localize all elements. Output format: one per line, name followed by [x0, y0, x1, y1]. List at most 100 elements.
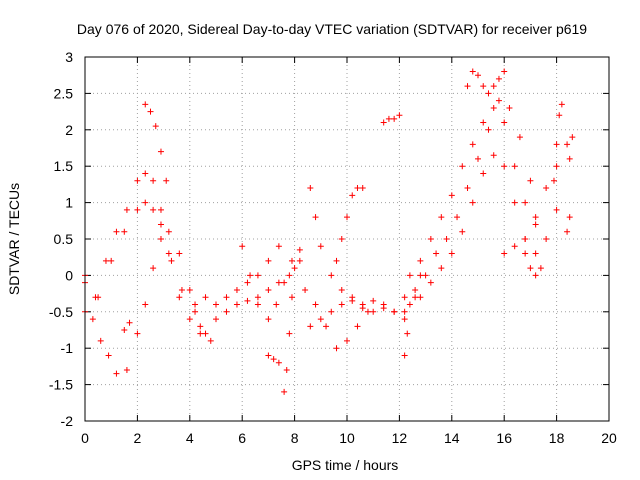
data-point — [123, 206, 130, 213]
data-point — [427, 236, 434, 242]
data-point — [349, 192, 356, 199]
data-point — [213, 316, 219, 323]
data-point — [391, 115, 398, 122]
data-point — [134, 330, 141, 337]
y-tick-label: -1 — [61, 340, 74, 356]
data-point — [537, 265, 544, 272]
data-point — [485, 126, 492, 133]
data-point — [168, 257, 175, 264]
grid — [85, 57, 609, 421]
series-track-v — [522, 250, 544, 279]
data-point — [564, 228, 571, 235]
data-point — [265, 257, 272, 264]
y-tick-label: 0 — [65, 267, 73, 283]
series-track-m — [302, 286, 371, 352]
data-point — [275, 359, 282, 366]
data-point — [495, 97, 502, 104]
data-point — [564, 141, 571, 148]
data-point — [532, 221, 539, 228]
data-point — [527, 265, 534, 272]
chart-title: Day 076 of 2020, Sidereal Day-to-day VTE… — [77, 21, 587, 37]
data-point — [522, 250, 529, 257]
data-point — [543, 236, 550, 242]
data-point — [349, 297, 356, 304]
x-tick-label: 16 — [496, 430, 512, 446]
series-track-d — [142, 101, 170, 184]
data-point — [338, 301, 345, 308]
data-point — [142, 199, 149, 206]
data-point — [511, 163, 518, 170]
series-track-c — [82, 199, 209, 337]
axis-ticks — [84, 56, 610, 422]
data-point — [165, 228, 172, 235]
data-point — [192, 308, 199, 315]
data-point — [328, 272, 335, 279]
y-tick-label: -1.5 — [49, 377, 73, 393]
data-point — [95, 294, 102, 301]
data-point — [157, 206, 164, 213]
y-tick-labels: -2 -1.5 -1 -0.5 0 0.5 1 1.5 2 2.5 3 — [49, 49, 73, 429]
data-point — [543, 185, 550, 192]
data-point — [265, 286, 272, 293]
series-track-n — [333, 185, 366, 264]
data-point — [288, 257, 295, 264]
data-point — [270, 356, 277, 363]
data-point — [150, 265, 157, 272]
plot-frame — [84, 56, 610, 422]
y-tick-label: 1.5 — [54, 158, 74, 174]
x-tick-labels: 0 2 4 6 8 10 12 14 16 18 20 — [81, 430, 617, 446]
data-point — [223, 308, 230, 315]
data-point — [186, 286, 193, 293]
data-point — [150, 177, 157, 184]
y-tick-label: 3 — [65, 49, 73, 65]
data-point — [501, 68, 508, 75]
series-track-l — [307, 297, 408, 330]
data-point — [202, 294, 209, 301]
x-tick-label: 14 — [444, 430, 460, 446]
data-point — [202, 330, 209, 337]
data-point — [566, 214, 573, 221]
data-point — [105, 352, 112, 359]
data-point — [359, 185, 366, 192]
data-point — [265, 316, 272, 323]
data-point — [233, 286, 240, 293]
data-point — [333, 257, 340, 264]
data-point — [417, 272, 424, 279]
data-point — [344, 214, 350, 221]
data-point — [108, 257, 115, 264]
data-point — [213, 301, 219, 308]
data-point — [550, 177, 557, 184]
data-point — [532, 214, 539, 221]
data-point — [165, 250, 172, 257]
data-point — [296, 257, 303, 264]
data-point — [506, 104, 513, 111]
data-point — [380, 301, 387, 308]
data-point — [323, 323, 330, 330]
data-point — [338, 286, 345, 293]
data-point — [317, 243, 324, 250]
data-point — [501, 163, 508, 170]
x-tick-label: 18 — [549, 430, 565, 446]
x-axis-label: GPS time / hours — [292, 457, 399, 473]
data-point — [556, 112, 563, 119]
data-point — [176, 250, 183, 257]
data-point — [286, 330, 293, 337]
series-track-j — [281, 265, 298, 395]
data-point — [464, 83, 471, 90]
data-point — [532, 272, 539, 279]
data-point — [247, 272, 254, 279]
data-point — [527, 177, 534, 184]
data-point — [427, 279, 434, 286]
series-track-e — [121, 319, 133, 333]
data-point — [454, 214, 461, 221]
data-point — [438, 214, 445, 221]
data-points — [82, 68, 576, 395]
data-point — [490, 152, 497, 159]
data-point — [385, 115, 392, 122]
data-point — [207, 337, 214, 344]
series-track-f — [192, 243, 282, 308]
data-point — [485, 90, 492, 97]
data-point — [288, 294, 295, 301]
data-point — [501, 119, 508, 126]
